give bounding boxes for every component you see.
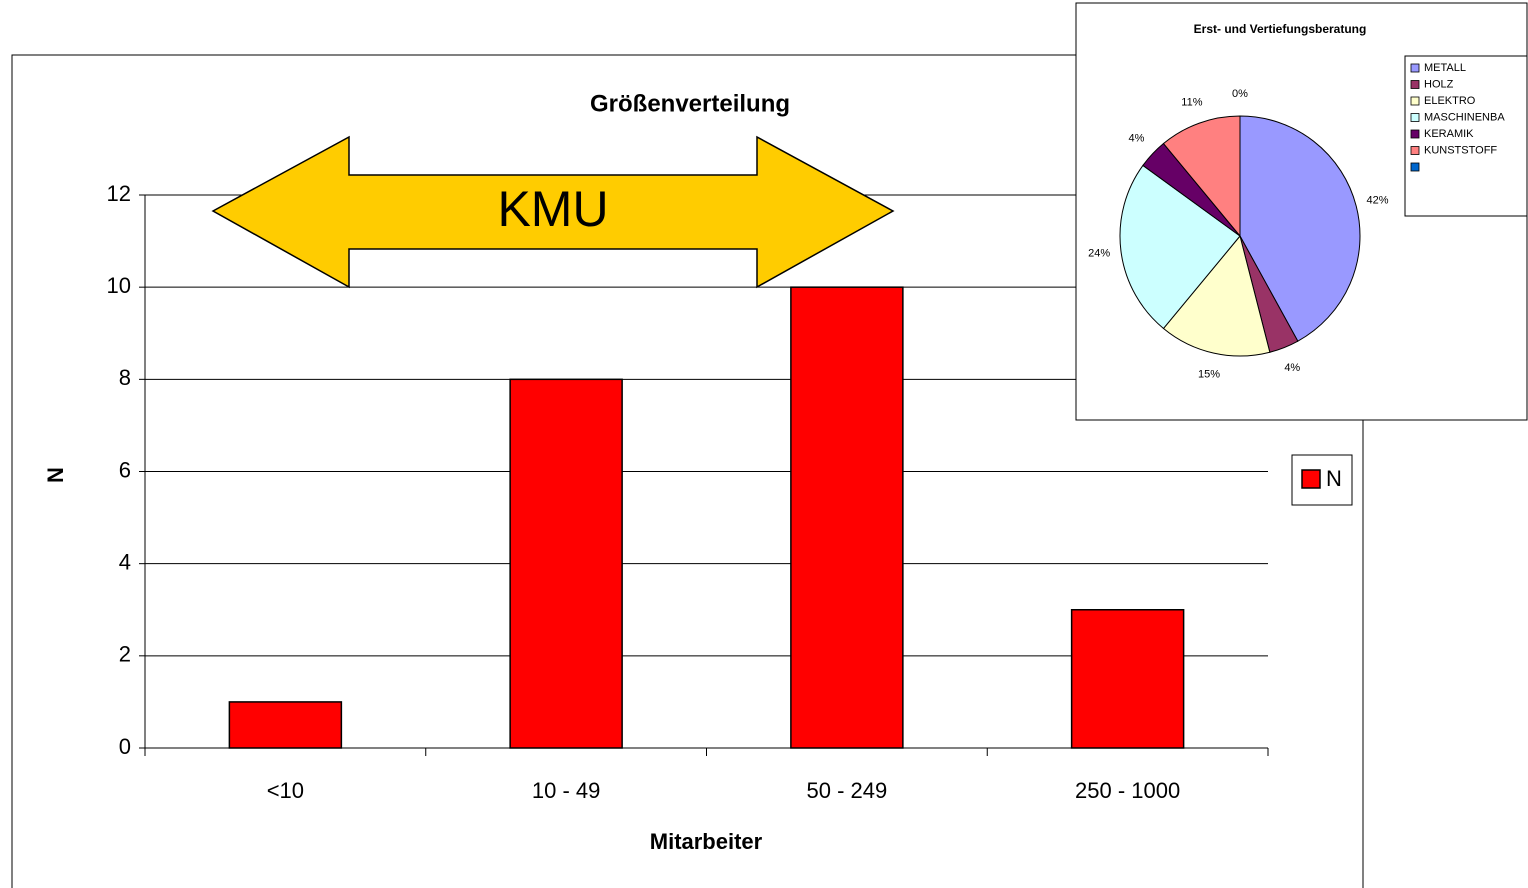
legend-swatch <box>1410 113 1420 122</box>
y-axis-label: N <box>43 467 68 483</box>
pie-slice <box>1239 115 1361 342</box>
legend-swatch <box>1301 469 1321 489</box>
y-tick-label: 4 <box>119 549 131 574</box>
legend-swatch <box>1410 80 1420 89</box>
bar <box>509 378 623 749</box>
x-tick-label: 10 - 49 <box>532 778 601 803</box>
legend-label: METALL <box>1424 62 1466 74</box>
y-tick-label: 8 <box>119 365 131 390</box>
bar <box>790 286 904 749</box>
x-tick-label: 50 - 249 <box>807 778 888 803</box>
pie-slice <box>1119 164 1241 330</box>
legend-label: N <box>1326 466 1342 491</box>
pie-value-label: 4% <box>1284 362 1300 374</box>
x-tick-label: 250 - 1000 <box>1075 778 1180 803</box>
annotation: KMU <box>497 181 608 237</box>
legend-label: KERAMIK <box>1424 128 1474 140</box>
bar <box>228 701 343 749</box>
pie-value-label: 4% <box>1129 133 1145 145</box>
pie-value-label: 11% <box>1181 96 1202 108</box>
pie-value-label: 15% <box>1198 368 1220 380</box>
legend-swatch <box>1410 146 1420 155</box>
pie-legend-box <box>1404 55 1528 217</box>
kmu-arrow <box>211 135 895 289</box>
y-tick-label: 12 <box>107 181 131 206</box>
y-tick-label: 0 <box>119 734 131 759</box>
legend-label: MASCHINENBA <box>1424 111 1505 123</box>
legend-swatch <box>1410 63 1420 73</box>
pie-slice <box>1162 234 1271 357</box>
x-tick-label: <10 <box>267 778 304 803</box>
pie-value-label: 0% <box>1232 88 1248 100</box>
legend-swatch <box>1410 162 1420 172</box>
legend-box <box>1291 454 1353 506</box>
bar <box>1070 609 1185 749</box>
legend-label: KUNSTSTOFF <box>1424 144 1497 156</box>
legend-swatch <box>1410 129 1420 139</box>
y-tick-label: 10 <box>107 273 131 298</box>
legend-swatch <box>1410 96 1420 106</box>
legend-label: ELEKTRO <box>1424 95 1476 107</box>
pie-value-label: 24% <box>1088 248 1110 260</box>
y-tick-label: 2 <box>119 642 131 667</box>
pie-title: Erst- und Vertiefungsberatung <box>1194 22 1367 36</box>
pie-slice <box>1162 115 1241 238</box>
pie-value-label: 42% <box>1367 195 1389 207</box>
legend-label: HOLZ <box>1424 78 1454 90</box>
bar-title: Größenverteilung <box>590 90 790 117</box>
x-axis-label: Mitarbeiter <box>650 829 763 854</box>
y-tick-label: 6 <box>119 457 131 482</box>
